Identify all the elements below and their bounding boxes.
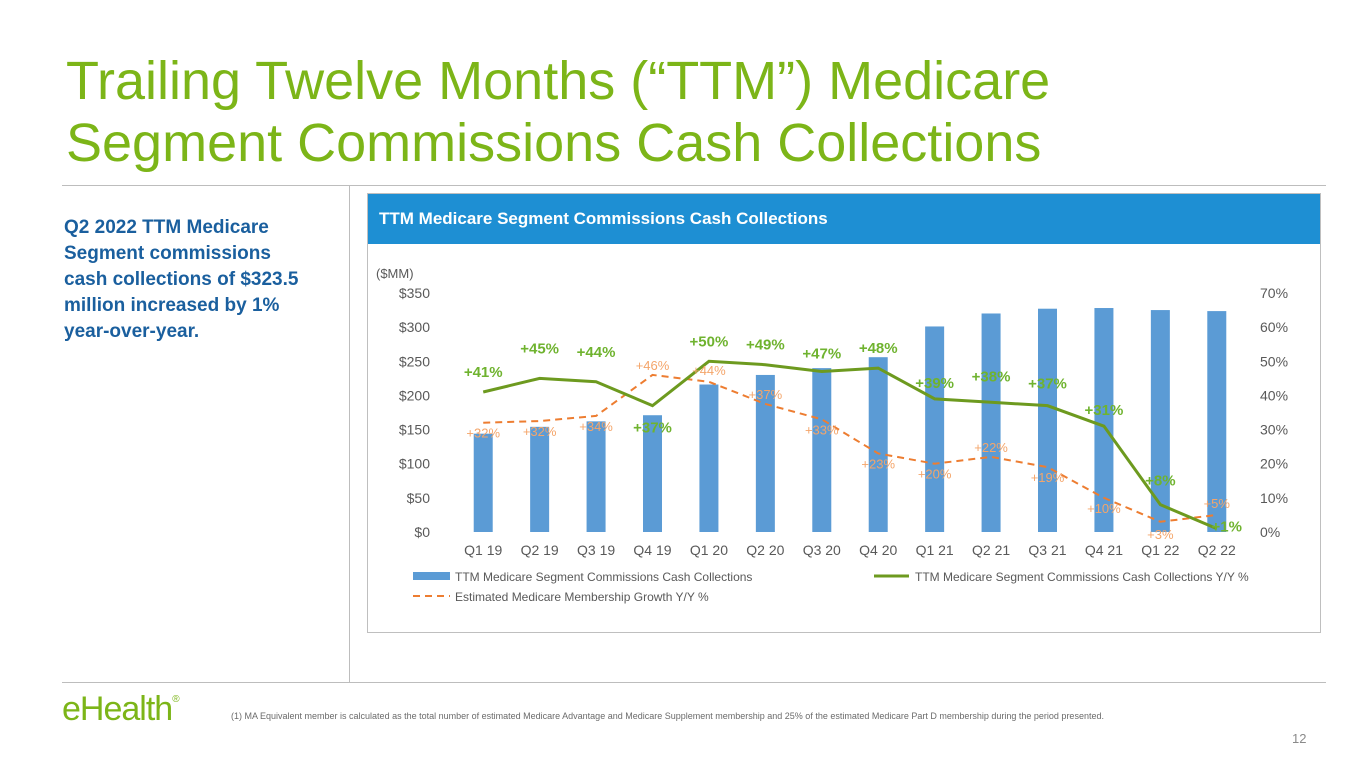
bar xyxy=(699,384,719,532)
x-axis-tick-label: Q3 21 xyxy=(1028,542,1066,558)
ehealth-logo: eHealth® xyxy=(62,690,180,729)
yoy-data-label: +44% xyxy=(577,344,616,361)
yoy-data-label: +37% xyxy=(1028,376,1067,393)
legend-swatch-bar xyxy=(413,572,450,580)
membership-data-label: +46% xyxy=(636,358,670,373)
y-axis-tick-label: $50 xyxy=(407,490,431,506)
logo-text: eHealth xyxy=(62,690,173,728)
membership-data-label: +3% xyxy=(1147,527,1174,542)
yoy-data-label: +8% xyxy=(1145,473,1175,490)
yoy-data-label: +50% xyxy=(690,333,729,350)
y-axis-tick-label: $150 xyxy=(399,422,430,438)
y-axis-tick-label: $300 xyxy=(399,319,430,335)
legend-label-yoy: TTM Medicare Segment Commissions Cash Co… xyxy=(915,570,1249,584)
yoy-data-label: +1% xyxy=(1212,519,1242,536)
y2-axis-tick-label: 50% xyxy=(1260,353,1288,369)
legend-label-membership: Estimated Medicare Membership Growth Y/Y… xyxy=(455,590,709,604)
x-axis-tick-label: Q2 22 xyxy=(1198,542,1236,558)
y2-axis-tick-label: 30% xyxy=(1260,422,1288,438)
x-axis-tick-label: Q1 19 xyxy=(464,542,502,558)
bar xyxy=(812,368,832,532)
yoy-data-label: +31% xyxy=(1085,402,1124,419)
bar xyxy=(1207,311,1227,532)
bar xyxy=(1038,308,1057,532)
yoy-data-label: +39% xyxy=(915,375,954,392)
bar xyxy=(1150,310,1170,532)
x-axis-tick-label: Q2 21 xyxy=(972,542,1010,558)
bar xyxy=(1094,308,1114,532)
y2-axis-tick-label: 0% xyxy=(1260,524,1280,540)
yoy-data-label: +41% xyxy=(464,364,503,381)
bar xyxy=(755,374,775,532)
y-axis-tick-label: $0 xyxy=(414,524,430,540)
yoy-data-label: +45% xyxy=(520,340,559,357)
y2-axis-tick-label: 10% xyxy=(1260,490,1288,506)
y-axis-unit-label: ($MM) xyxy=(376,266,414,281)
y2-axis-tick-label: 20% xyxy=(1260,456,1288,472)
membership-data-label: +44% xyxy=(692,363,726,378)
y2-axis-tick-label: 60% xyxy=(1260,319,1288,335)
bar xyxy=(586,421,606,532)
yoy-data-label: +49% xyxy=(746,337,785,354)
membership-data-label: +23% xyxy=(861,456,895,471)
x-axis-tick-label: Q2 19 xyxy=(521,542,559,558)
divider-vertical xyxy=(349,186,350,683)
yoy-data-label: +37% xyxy=(633,420,672,437)
x-axis-tick-label: Q4 21 xyxy=(1085,542,1123,558)
membership-data-label: +5% xyxy=(1204,496,1231,511)
page-number: 12 xyxy=(1292,731,1307,746)
yoy-data-label: +48% xyxy=(859,340,898,357)
bar xyxy=(925,326,945,532)
bar xyxy=(868,357,888,532)
slide-title: Trailing Twelve Months (“TTM”) Medicare … xyxy=(66,51,1051,173)
combo-chart: ($MM) $0 $50 $100 $150 $200 $250 $300 $350 0% 10% 2… xyxy=(376,266,1288,604)
bar xyxy=(530,426,550,532)
bar xyxy=(981,313,1001,532)
membership-data-label: +37% xyxy=(749,387,783,402)
yoy-data-label: +47% xyxy=(802,346,841,363)
divider-bottom xyxy=(62,682,1326,683)
y-axis-tick-label: $200 xyxy=(399,387,430,403)
x-axis-tick-label: Q1 21 xyxy=(916,542,954,558)
membership-data-label: +20% xyxy=(918,467,952,482)
membership-data-label: +33% xyxy=(805,422,839,437)
chart-panel: TTM Medicare Segment Commissions Cash Co… xyxy=(367,193,1321,633)
summary-text: Q2 2022 TTM Medicare Segment commissions… xyxy=(64,217,299,342)
x-axis-tick-label: Q1 20 xyxy=(690,542,728,558)
registered-mark: ® xyxy=(172,694,179,705)
footnote: (1) MA Equivalent member is calculated a… xyxy=(231,711,1104,721)
y2-axis-tick-label: 70% xyxy=(1260,285,1288,301)
membership-data-label: +32% xyxy=(466,426,500,441)
y-axis-tick-label: $250 xyxy=(399,353,430,369)
y2-axis-tick-label: 40% xyxy=(1260,387,1288,403)
membership-data-label: +19% xyxy=(1031,470,1065,485)
x-axis-tick-label: Q4 20 xyxy=(859,542,897,558)
membership-growth-line xyxy=(483,373,1217,523)
y-axis-tick-label: $100 xyxy=(399,456,430,472)
legend-label-bar: TTM Medicare Segment Commissions Cash Co… xyxy=(455,570,752,584)
x-axis-tick-label: Q4 19 xyxy=(633,542,671,558)
bar xyxy=(473,433,493,532)
y-axis-tick-label: $350 xyxy=(399,285,430,301)
chart-title: TTM Medicare Segment Commissions Cash Co… xyxy=(368,194,1320,244)
yoy-data-label: +38% xyxy=(972,368,1011,385)
x-axis-tick-label: Q3 20 xyxy=(803,542,841,558)
membership-data-label: +10% xyxy=(1087,501,1121,516)
x-axis-tick-label: Q2 20 xyxy=(746,542,784,558)
x-axis-tick-label: Q3 19 xyxy=(577,542,615,558)
membership-data-label: +22% xyxy=(974,440,1008,455)
divider-top xyxy=(62,185,1326,186)
x-axis-tick-label: Q1 22 xyxy=(1141,542,1179,558)
membership-data-label: +32% xyxy=(523,424,557,439)
membership-data-label: +34% xyxy=(579,419,613,434)
yoy-growth-line xyxy=(482,359,1218,530)
bar xyxy=(643,415,662,532)
